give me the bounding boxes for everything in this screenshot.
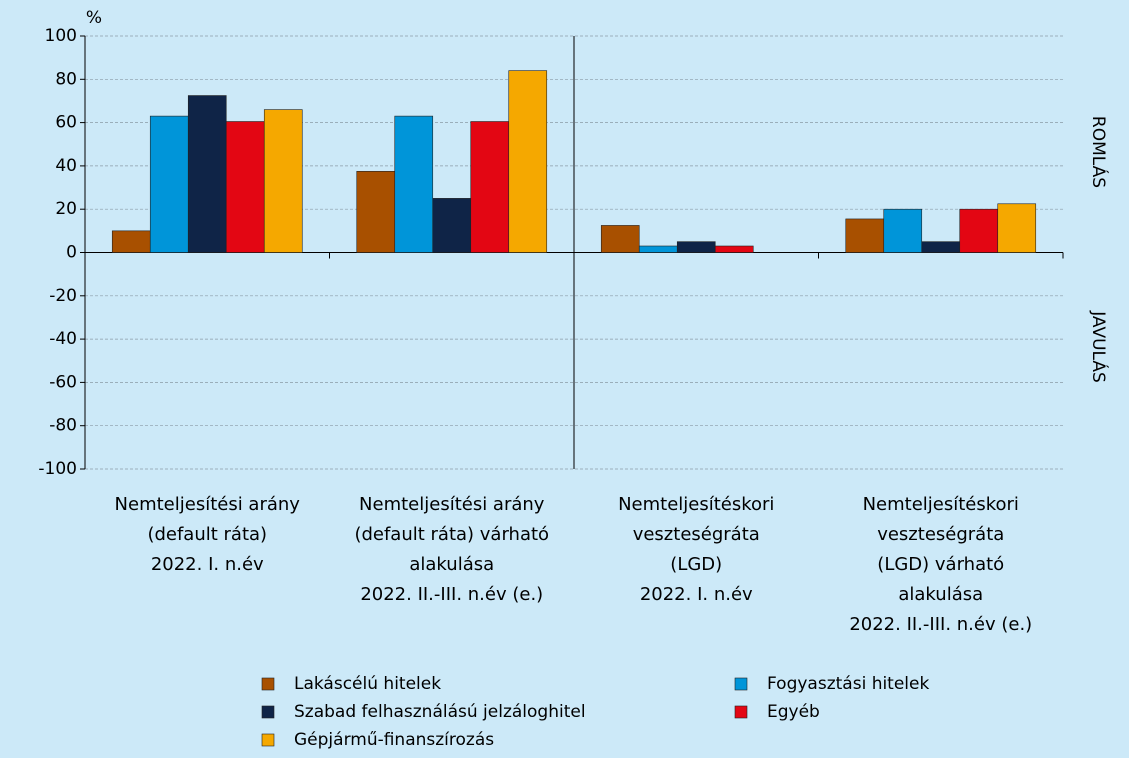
bar <box>187 95 227 253</box>
x-tick-label: (LGD) várható <box>877 554 1004 575</box>
x-tick-label: Nemteljesítéskori <box>618 494 774 515</box>
y-tick-label: 0 <box>66 243 77 263</box>
bar <box>638 245 678 253</box>
x-tick-label: 2022. I. n.év <box>640 584 753 605</box>
annotation: ROMLÁS <box>1088 116 1110 188</box>
x-tick-label: alakulása <box>409 554 494 575</box>
bar <box>394 115 434 253</box>
bar <box>883 208 923 253</box>
bar <box>921 241 961 253</box>
legend-label: Egyéb <box>767 702 820 722</box>
legend-label: Fogyasztási hitelek <box>767 674 929 694</box>
annotation: JAVULÁS <box>1088 310 1110 383</box>
legend-label: Szabad felhasználású jelzáloghitel <box>294 702 586 722</box>
y-tick-label: -60 <box>49 372 77 392</box>
y-tick-label: -40 <box>49 329 77 349</box>
bar <box>600 225 640 253</box>
legend-swatch <box>734 677 748 691</box>
bar <box>356 171 396 253</box>
legend-label: Lakáscélú hitelek <box>294 674 441 694</box>
y-tick-label: 100 <box>45 26 77 46</box>
legend-swatch <box>261 705 275 719</box>
x-tick-label: (LGD) <box>670 554 722 575</box>
x-tick-label: 2022. II.-III. n.év (e.) <box>360 584 543 605</box>
x-tick-label: alakulása <box>898 584 983 605</box>
bar <box>111 230 151 253</box>
y-tick-label: -100 <box>38 459 77 479</box>
bar <box>432 198 472 253</box>
y-tick-label: 60 <box>55 113 77 133</box>
legend-swatch <box>261 677 275 691</box>
x-tick-label: Nemteljesítési arány <box>359 494 545 515</box>
y-tick-label: 80 <box>55 69 77 89</box>
y-unit: % <box>86 8 102 28</box>
bar <box>149 115 189 253</box>
bar <box>263 109 303 253</box>
x-tick-label: veszteségráta <box>877 524 1004 545</box>
x-tick-label: (default ráta) várható <box>354 524 549 545</box>
bar <box>845 218 885 253</box>
y-tick-label: 20 <box>55 199 77 219</box>
x-tick-label: Nemteljesítési arány <box>115 494 301 515</box>
bar <box>508 70 548 253</box>
y-tick-label: 40 <box>55 156 77 176</box>
x-tick-label: 2022. II.-III. n.év (e.) <box>849 614 1032 635</box>
bar <box>959 208 999 253</box>
x-tick-label: (default ráta) <box>147 524 267 545</box>
bar <box>225 121 265 253</box>
legend-swatch <box>261 733 275 747</box>
bar <box>714 245 754 253</box>
y-tick-label: -80 <box>49 416 77 436</box>
bar <box>997 203 1037 253</box>
legend-swatch <box>734 705 748 719</box>
bar <box>470 121 510 253</box>
y-tick-label: -20 <box>49 286 77 306</box>
x-tick-label: 2022. I. n.év <box>151 554 264 575</box>
legend-label: Gépjármű-finanszírozás <box>294 730 494 750</box>
x-tick-label: Nemteljesítéskori <box>863 494 1019 515</box>
bar <box>676 241 716 253</box>
x-tick-label: veszteségráta <box>633 524 760 545</box>
